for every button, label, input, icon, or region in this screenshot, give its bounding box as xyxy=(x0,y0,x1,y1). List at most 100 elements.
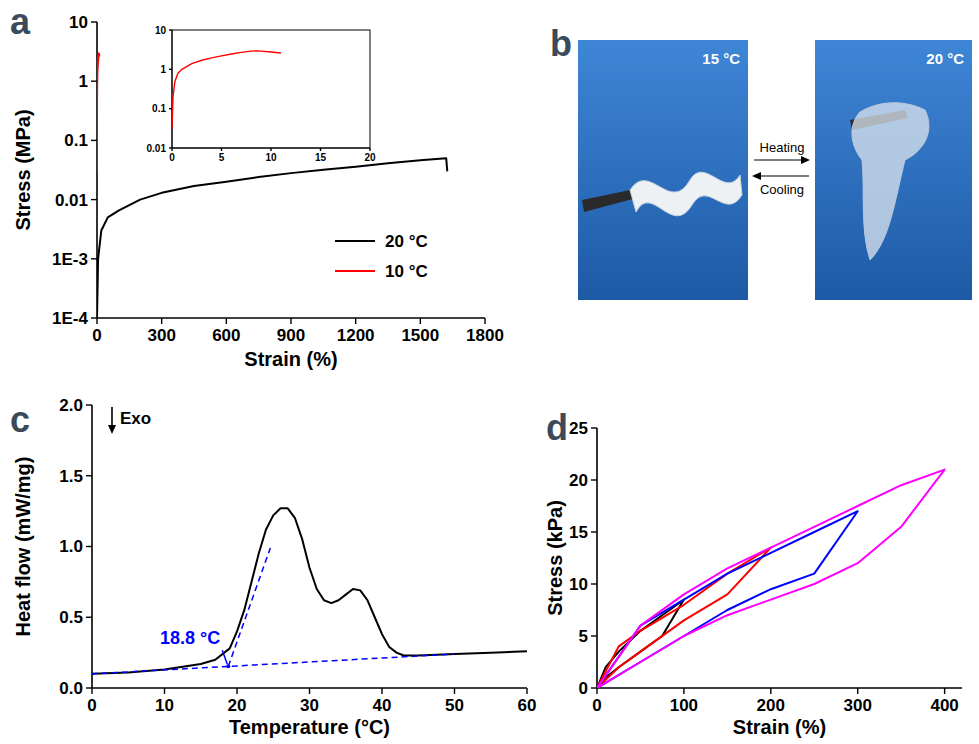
y-tick xyxy=(591,427,597,428)
panel-letter: b xyxy=(550,23,572,64)
y-tick xyxy=(91,21,97,22)
y-tick xyxy=(86,475,92,476)
x-tick-label: 1500 xyxy=(401,326,439,345)
x-tick-label: 0 xyxy=(92,326,101,345)
y-axis-title: Heat flow (mW/mg) xyxy=(12,457,34,637)
y-tick xyxy=(591,583,597,584)
x-tick-label: 50 xyxy=(445,696,464,715)
x-tick xyxy=(270,148,271,151)
annotation-label: 18.8 °C xyxy=(160,628,220,648)
x-tick-label: 40 xyxy=(373,696,392,715)
y-tick xyxy=(86,687,92,688)
arrowhead xyxy=(752,172,761,180)
y-axis-title: Stress (MPa) xyxy=(12,109,34,230)
y-tick-label: 0.5 xyxy=(59,608,83,627)
y-tick xyxy=(91,258,97,259)
y-tick-label: 1 xyxy=(79,72,88,91)
x-tick-label: 20 xyxy=(364,152,376,163)
y-tick-label: 1.0 xyxy=(59,537,83,556)
series-line xyxy=(172,51,281,129)
x-tick-label: 1800 xyxy=(466,326,504,345)
x-tick xyxy=(161,318,162,324)
x-tick xyxy=(369,148,370,151)
x-tick xyxy=(221,148,222,151)
y-tick-label: 1E-4 xyxy=(52,309,88,328)
series-line xyxy=(92,508,527,674)
x-tick xyxy=(454,688,455,694)
x-tick xyxy=(236,688,237,694)
x-tick xyxy=(944,688,945,694)
x-tick-label: 0 xyxy=(169,152,175,163)
y-tick-label: 0.01 xyxy=(55,191,88,210)
series-line xyxy=(597,470,945,688)
x-tick xyxy=(164,688,165,694)
exo-arrowhead xyxy=(108,425,116,434)
x-axis-title: Strain (%) xyxy=(244,348,337,370)
x-tick-label: 200 xyxy=(757,696,785,715)
panel-letter: c xyxy=(10,399,30,440)
x-tick-label: 900 xyxy=(277,326,305,345)
y-tick xyxy=(86,546,92,547)
photo-label: 20 °C xyxy=(926,50,964,67)
y-tick xyxy=(91,317,97,318)
panel-letter: d xyxy=(546,407,568,448)
arrowhead xyxy=(801,156,810,164)
x-tick xyxy=(226,318,227,324)
x-tick xyxy=(683,688,684,694)
y-tick xyxy=(91,199,97,200)
series-line xyxy=(97,53,99,171)
y-tick xyxy=(591,687,597,688)
photo-label: 15 °C xyxy=(702,50,740,67)
panel-b: b15 °C20 °CHeatingCooling xyxy=(550,23,972,300)
series-line xyxy=(597,511,858,688)
photo-cold xyxy=(578,40,748,300)
x-tick-label: 0 xyxy=(592,696,601,715)
x-tick xyxy=(320,148,321,151)
y-tick xyxy=(591,635,597,636)
x-tick xyxy=(381,688,382,694)
legend-label: 10 °C xyxy=(385,262,428,281)
x-tick-label: 0 xyxy=(87,696,96,715)
x-tick xyxy=(420,318,421,324)
x-tick xyxy=(857,688,858,694)
exo-label: Exo xyxy=(120,409,151,428)
x-tick-label: 600 xyxy=(212,326,240,345)
y-tick-label: 20 xyxy=(569,471,588,490)
x-tick xyxy=(596,688,597,694)
x-tick xyxy=(96,318,97,324)
annotation-leader xyxy=(222,650,227,664)
series-line xyxy=(228,548,270,666)
y-axis xyxy=(172,30,173,148)
series-line xyxy=(92,654,455,674)
helix-sample xyxy=(630,172,742,216)
figure: 03006009001200150018001E-41E-30.010.1110… xyxy=(0,0,979,744)
series-line xyxy=(97,158,447,318)
x-tick-label: 20 xyxy=(228,696,247,715)
y-tick-label: 1.5 xyxy=(59,467,83,486)
y-tick xyxy=(169,29,172,30)
chart-panel: 01020304050600.00.51.01.52.0Temperature … xyxy=(10,396,536,738)
arrow-backward xyxy=(758,175,809,176)
y-tick xyxy=(91,80,97,81)
y-tick xyxy=(86,617,92,618)
panel-letter: a xyxy=(10,1,31,42)
photo-warm xyxy=(815,40,972,300)
x-axis-title: Temperature (°C) xyxy=(229,716,390,738)
inset-frame xyxy=(172,30,370,148)
y-tick-label: 1E-3 xyxy=(52,250,88,269)
legend: 20 °C 10 °C xyxy=(335,232,428,281)
y-tick xyxy=(591,531,597,532)
x-tick-label: 10 xyxy=(155,696,174,715)
x-tick xyxy=(290,318,291,324)
x-tick-label: 10 xyxy=(265,152,277,163)
y-tick xyxy=(91,140,97,141)
x-tick-label: 5 xyxy=(219,152,225,163)
x-tick-label: 100 xyxy=(670,696,698,715)
legend-label: 20 °C xyxy=(385,232,428,251)
y-tick-label: 1 xyxy=(160,64,166,75)
series-group xyxy=(172,51,281,129)
x-tick-label: 30 xyxy=(300,696,319,715)
series-line xyxy=(597,548,771,688)
x-tick-label: 15 xyxy=(315,152,327,163)
y-tick-label: 10 xyxy=(569,575,588,594)
